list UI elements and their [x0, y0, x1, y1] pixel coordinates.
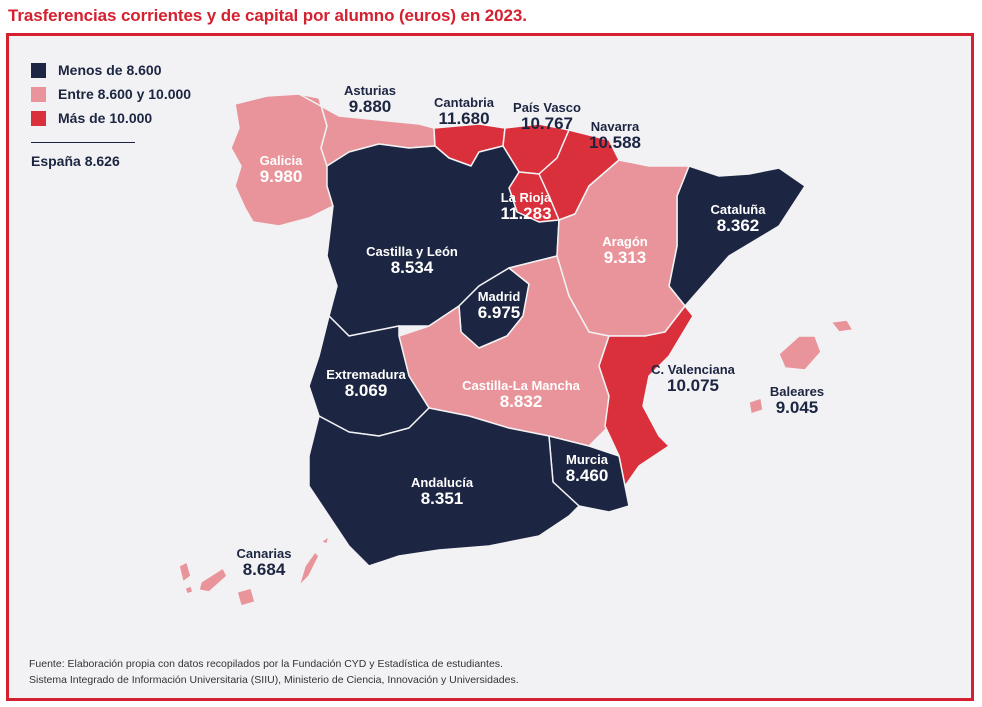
map-frame: Menos de 8.600 Entre 8.600 y 10.000 Más …	[6, 33, 974, 701]
source-note: Fuente: Elaboración propia con datos rec…	[29, 656, 519, 688]
label-madrid: Madrid 6.975	[477, 289, 521, 322]
label-asturias: Asturias 9.880	[343, 83, 397, 116]
label-galicia: Galicia 9.980	[259, 153, 303, 186]
region-c-valenciana	[598, 305, 694, 487]
legend-swatch-high	[31, 110, 46, 126]
legend-swatch-low	[31, 62, 46, 78]
label-castilla-leon: Castilla y León 8.534	[366, 244, 458, 277]
legend-swatch-mid	[31, 86, 46, 102]
legend: Menos de 8.600 Entre 8.600 y 10.000 Más …	[31, 58, 191, 169]
label-andalucia: Andalucía 8.351	[410, 475, 474, 508]
source-line-2: Sistema Integrado de Información Univers…	[29, 674, 519, 686]
spain-map	[178, 93, 854, 607]
spain-total: España 8.626	[31, 153, 120, 169]
label-murcia: Murcia 8.460	[565, 452, 609, 485]
label-pais-vasco: País Vasco 10.767	[513, 100, 581, 133]
label-castilla-la-mancha: Castilla-La Mancha 8.832	[462, 378, 580, 411]
region-andalucia	[308, 407, 580, 567]
label-baleares: Baleares 9.045	[769, 384, 825, 417]
region-canarias	[178, 561, 192, 583]
label-aragon: Aragón 9.313	[602, 234, 648, 267]
label-extremadura: Extremadura 8.069	[326, 367, 406, 400]
legend-item-mid: Entre 8.600 y 10.000	[31, 82, 191, 106]
label-canarias: Canarias 8.684	[236, 546, 292, 579]
label-cantabria: Cantabria 11.680	[434, 95, 494, 128]
region-baleares	[778, 335, 822, 371]
source-line-1: Fuente: Elaboración propia con datos rec…	[29, 658, 503, 670]
label-la-rioja: La Rioja 11.283	[500, 190, 552, 223]
legend-item-low: Menos de 8.600	[31, 58, 191, 82]
label-cataluna: Cataluña 8.362	[710, 202, 766, 235]
legend-label: Entre 8.600 y 10.000	[58, 86, 192, 102]
legend-item-high: Más de 10.000	[31, 106, 191, 130]
legend-divider	[31, 142, 135, 143]
label-navarra: Navarra 10.588	[589, 119, 641, 152]
chart-title: Trasferencias corrientes y de capital po…	[8, 6, 527, 25]
legend-label: Menos de 8.600	[58, 62, 162, 78]
legend-label: Más de 10.000	[58, 110, 153, 126]
region-cataluna	[668, 165, 806, 307]
label-c-valenciana: C. Valenciana 10.075	[651, 362, 735, 395]
